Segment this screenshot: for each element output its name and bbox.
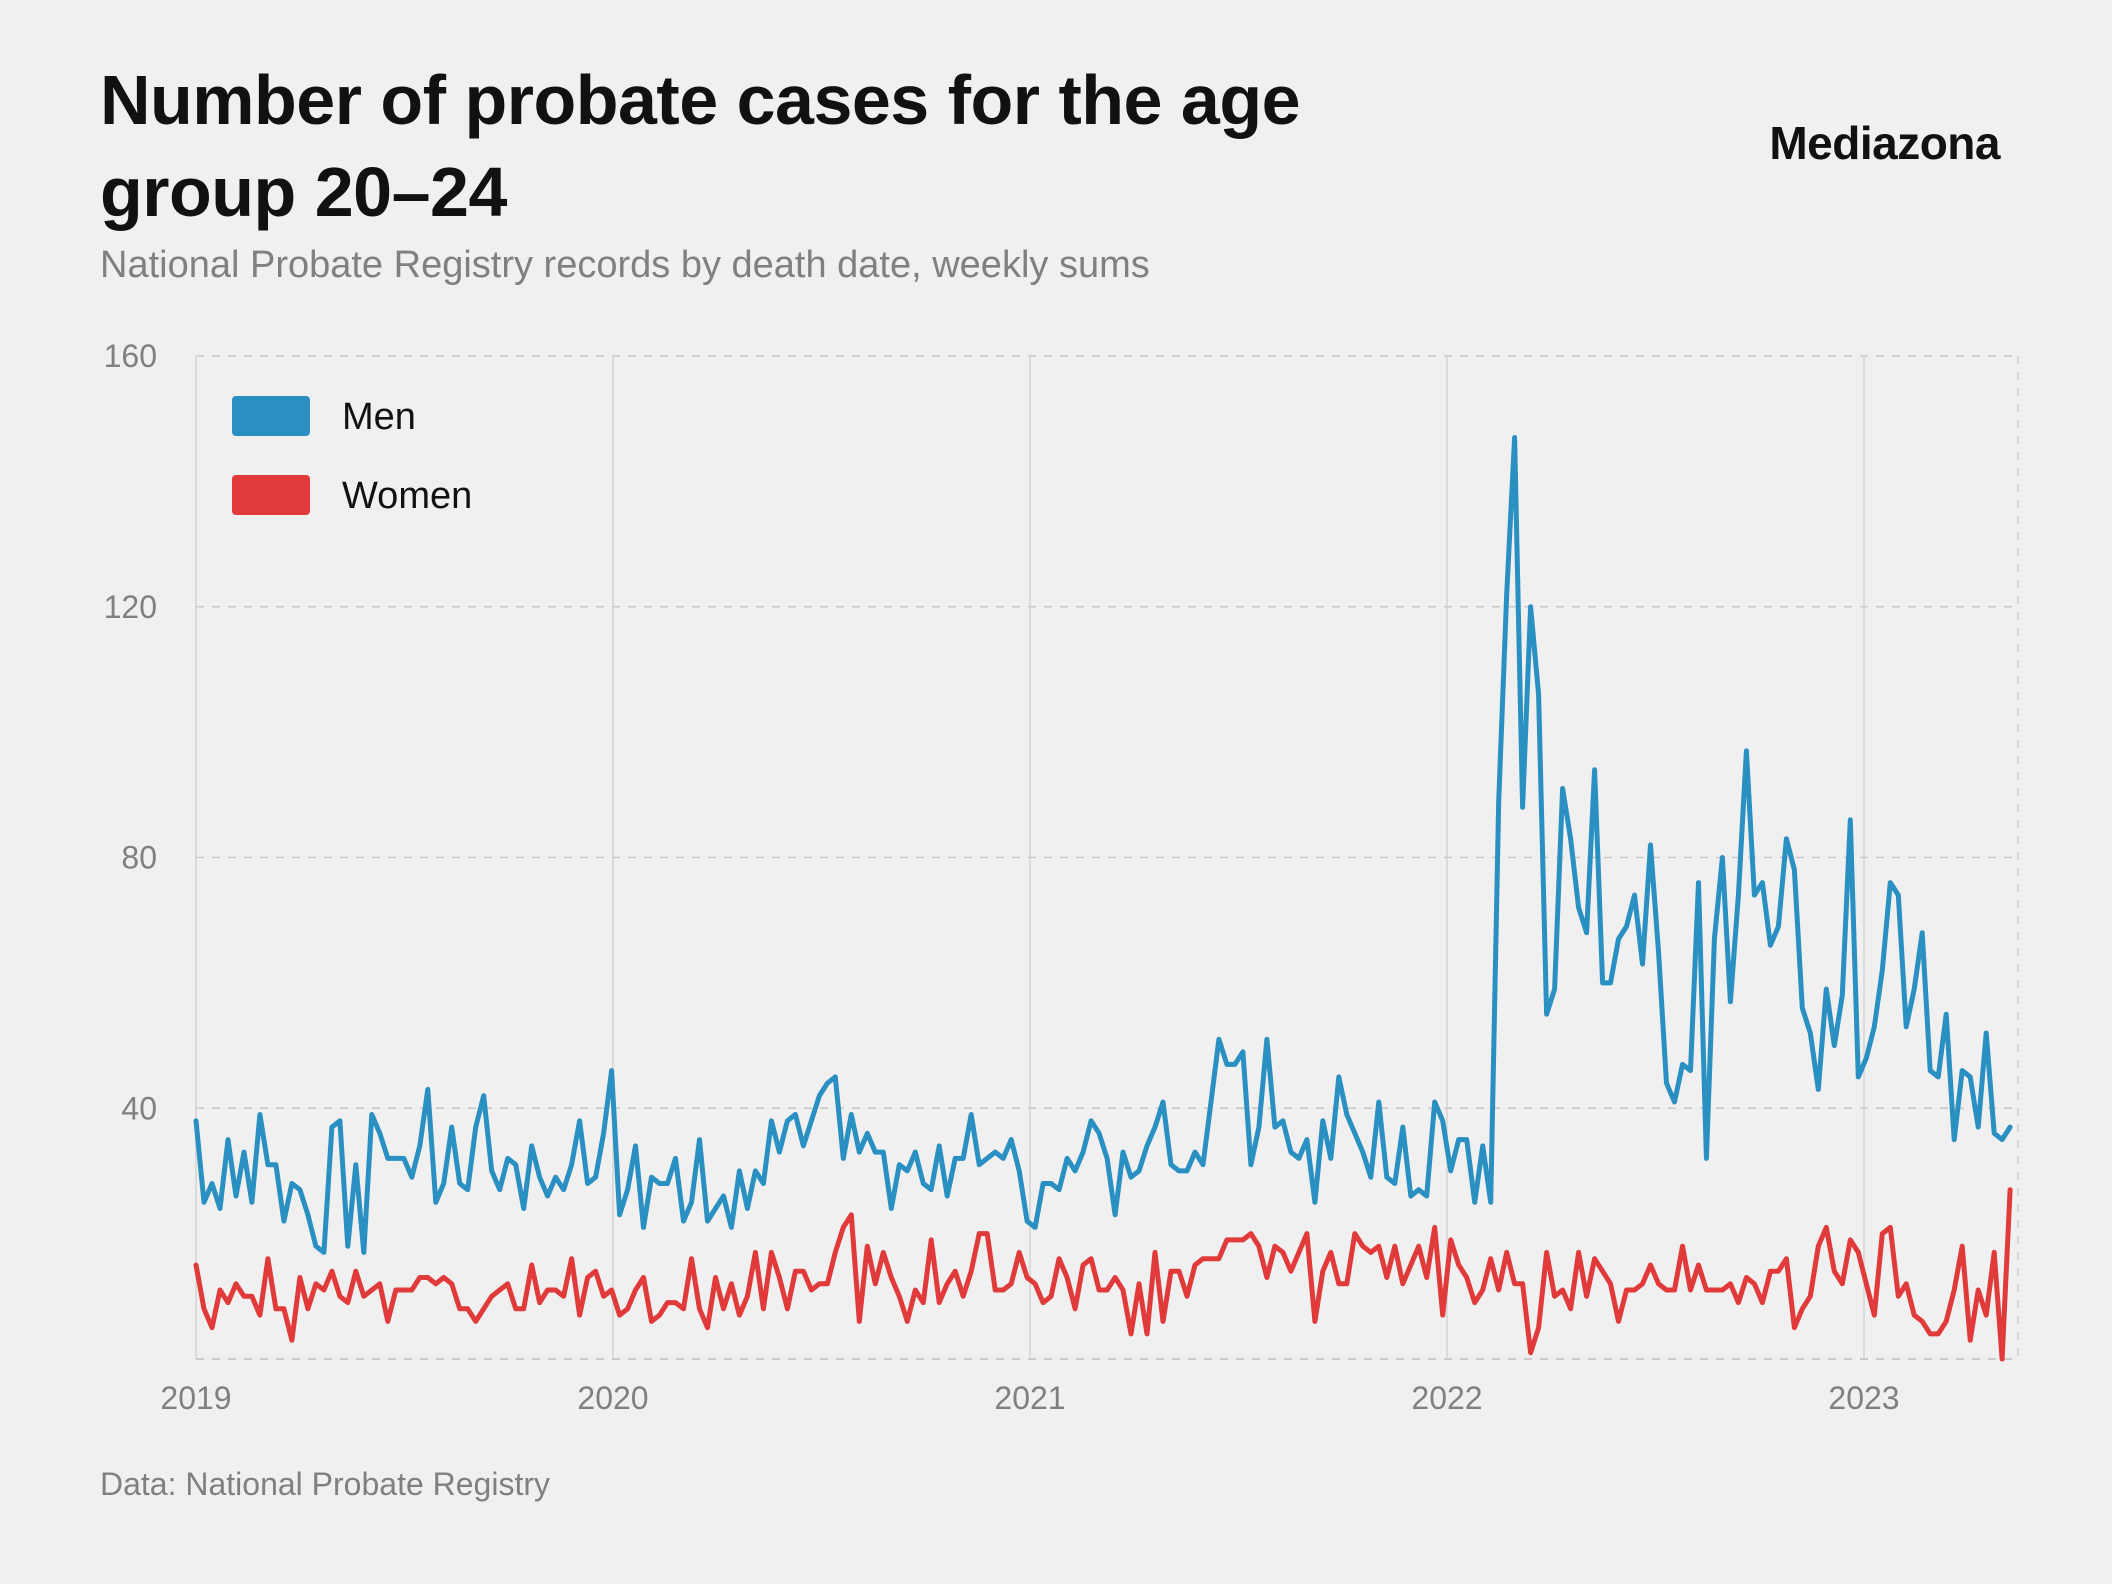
legend-swatch-men [232, 396, 310, 436]
grid [195, 355, 2019, 1360]
brand-logo: Mediazona [1769, 117, 2000, 169]
data-source-note: Data: National Probate Registry [100, 1466, 550, 1502]
chart-subtitle: National Probate Registry records by dea… [100, 244, 1150, 286]
axes: 2019 2020 2021 2022 2023 40 80 120 160 [104, 338, 1900, 1416]
legend-label-men: Men [342, 396, 416, 438]
series-line-men [193, 435, 2013, 1255]
y-tick-label: 80 [121, 840, 157, 876]
x-tick-label: 2023 [1828, 1380, 1899, 1416]
series [193, 435, 2013, 1362]
legend: Men Women [232, 396, 472, 517]
legend-swatch-women [232, 475, 310, 515]
x-tick-label: 2019 [160, 1380, 231, 1416]
x-tick-label: 2020 [577, 1380, 648, 1416]
chart-title: Number of probate cases for the age grou… [100, 61, 1301, 231]
series-line-women [193, 1187, 2013, 1362]
y-tick-label: 160 [104, 338, 157, 374]
x-tick-label: 2021 [994, 1380, 1065, 1416]
y-tick-label: 40 [121, 1090, 157, 1126]
y-tick-label: 120 [104, 589, 157, 625]
line-chart: 2019 2020 2021 2022 2023 40 80 120 160 Men Women [104, 338, 2019, 1416]
legend-label-women: Women [342, 475, 472, 517]
x-tick-label: 2022 [1411, 1380, 1482, 1416]
